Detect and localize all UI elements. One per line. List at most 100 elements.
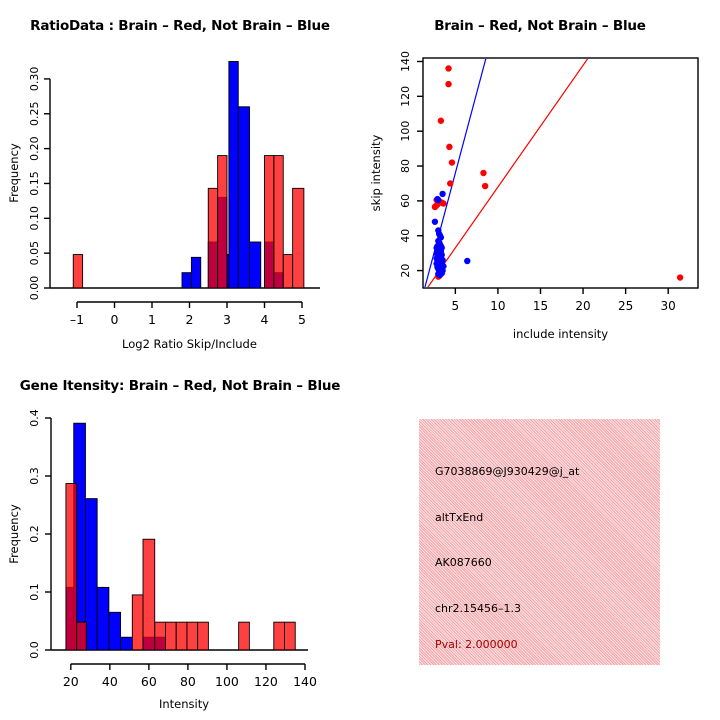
panel-ratio-histogram: RatioData : Brain – Red, Not Brain – Blu… xyxy=(0,0,360,360)
histogram-bar xyxy=(273,155,284,289)
y-tick-label: 0.0 xyxy=(28,641,41,659)
scatter-point xyxy=(676,274,684,281)
scatter-point xyxy=(440,200,447,207)
y-tick-label: 0.25 xyxy=(28,102,41,127)
scatter-point xyxy=(445,80,452,88)
histogram-bar xyxy=(217,155,228,289)
scatter-title: Brain – Red, Not Brain – Blue xyxy=(434,18,646,34)
y-tick-label: 20 xyxy=(399,264,412,278)
scatter-point xyxy=(437,117,445,124)
scatter-point xyxy=(431,218,439,225)
x-tick-label: 25 xyxy=(618,299,633,313)
gene-histogram-title: Gene Itensity: Brain – Red, Not Brain – … xyxy=(19,378,341,394)
y-axis-title: Frequency xyxy=(7,504,21,564)
ratio-histogram-title: RatioData : Brain – Red, Not Brain – Blu… xyxy=(30,18,330,34)
scatter-point xyxy=(448,159,456,166)
x-tick-label: 100 xyxy=(215,674,239,689)
x-tick-label: 15 xyxy=(533,299,548,313)
y-tick-label: 100 xyxy=(399,121,412,142)
histogram-bar xyxy=(238,621,250,651)
histogram-bar xyxy=(65,483,78,651)
histogram-bar xyxy=(76,621,87,651)
x-axis-title: Intensity xyxy=(159,697,209,711)
bars-brain xyxy=(72,155,305,289)
histogram-bar xyxy=(284,621,296,651)
y-tick-label: 0.20 xyxy=(28,136,41,161)
y-tick-label: 40 xyxy=(399,229,412,243)
gene-histogram-plot: 0.0 0.1 0.2 0.3 0.4 20 40 60 80 100 120 140 Intensit… xyxy=(7,409,317,711)
panel-intensity-scatter: Brain – Red, Not Brain – Blue 20 40 60 80 10… xyxy=(360,0,720,360)
scatter-point xyxy=(481,182,489,190)
x-tick-label: 4 xyxy=(261,312,269,327)
scatter-point xyxy=(480,169,487,177)
histogram-bar xyxy=(273,621,285,651)
y-tick-label: 0.30 xyxy=(28,67,41,92)
scatter-point xyxy=(447,180,454,187)
histogram-bar xyxy=(175,621,188,651)
ratio-histogram-plot: 0.00 0.05 0.10 0.15 0.20 0.25 0.30 –1 0 1 2 3 4 5 Log2… xyxy=(7,61,320,351)
histogram-bar xyxy=(142,538,156,651)
scatter-point xyxy=(464,257,471,265)
x-tick-label: 140 xyxy=(293,674,317,689)
histogram-bar xyxy=(84,498,98,651)
y-tick-label: 60 xyxy=(399,194,412,208)
histogram-bar xyxy=(264,155,275,289)
y-tick-label: 0.2 xyxy=(28,525,41,543)
y-tick-label: 0.1 xyxy=(28,583,41,601)
scatter-content xyxy=(424,59,684,287)
y-tick-label: 120 xyxy=(399,86,412,107)
histogram-bar xyxy=(249,241,262,289)
histogram-bar xyxy=(197,621,209,651)
histogram-bar xyxy=(108,611,122,651)
info-line-locus: chr2.15456–1.3 xyxy=(435,602,522,615)
y-tick-label: 0.4 xyxy=(28,409,41,427)
y-tick-label: 0.3 xyxy=(28,467,41,485)
gene-info-box: G7038869@J930429@j_at altTxEnd AK087660 chr… xyxy=(419,419,660,665)
histogram-bar xyxy=(181,272,192,289)
histogram-bar xyxy=(207,187,219,289)
x-tick-label: 5 xyxy=(452,299,460,313)
y-tick-label: 80 xyxy=(399,159,412,173)
x-tick-label: –1 xyxy=(70,312,84,327)
axes: 0.0 0.1 0.2 0.3 0.4 20 40 60 80 100 120 140 xyxy=(28,409,317,689)
x-tick-label: 3 xyxy=(223,312,231,327)
x-tick-label: 20 xyxy=(63,674,79,689)
histogram-bar xyxy=(165,621,177,651)
plot-frame xyxy=(422,57,699,289)
x-tick-label: 40 xyxy=(102,674,118,689)
x-tick-label: 10 xyxy=(490,299,505,313)
y-tick-label: 0.05 xyxy=(28,241,41,266)
scatter-point xyxy=(436,271,444,279)
x-tick-label: 60 xyxy=(141,674,157,689)
panel-gene-histogram: Gene Itensity: Brain – Red, Not Brain – … xyxy=(0,360,360,720)
histogram-bar xyxy=(96,586,110,651)
scatter-point xyxy=(432,202,439,210)
x-tick-label: 120 xyxy=(254,674,278,689)
scatter-series xyxy=(431,65,684,281)
info-line-accession: AK087660 xyxy=(435,556,492,569)
scatter-plot: 20 40 60 80 100 120 140 5 10 15 20 25 30 include inte… xyxy=(369,51,699,341)
x-tick-label: 80 xyxy=(180,674,196,689)
x-tick-label: 0 xyxy=(111,312,119,327)
x-tick-label: 20 xyxy=(575,299,590,313)
bars-brain xyxy=(65,483,296,651)
x-tick-label: 5 xyxy=(298,312,306,327)
info-line-event-type: altTxEnd xyxy=(435,511,484,524)
x-axis-title: include intensity xyxy=(513,327,608,341)
histogram-bar xyxy=(282,254,294,289)
scatter-point xyxy=(435,196,442,204)
histogram-bar xyxy=(131,594,144,651)
histogram-bar xyxy=(72,254,84,289)
panel-gene-info: G7038869@J930429@j_at altTxEnd AK087660 chr… xyxy=(360,360,720,720)
y-axis-title: Frequency xyxy=(7,143,21,203)
histogram-bar xyxy=(186,621,199,651)
scatter-point xyxy=(445,65,452,72)
info-line-pval: Pval: 2.000000 xyxy=(435,638,518,651)
histogram-bar xyxy=(154,621,166,651)
x-axis-title: Log2 Ratio Skip/Include xyxy=(122,337,257,351)
red-line xyxy=(427,59,589,287)
info-line-probe-id: G7038869@J930429@j_at xyxy=(435,465,580,478)
histogram-bar xyxy=(237,106,250,289)
axes: 20 40 60 80 100 120 140 5 10 15 20 25 30 xyxy=(399,51,699,313)
x-tick-label: 2 xyxy=(186,312,194,327)
